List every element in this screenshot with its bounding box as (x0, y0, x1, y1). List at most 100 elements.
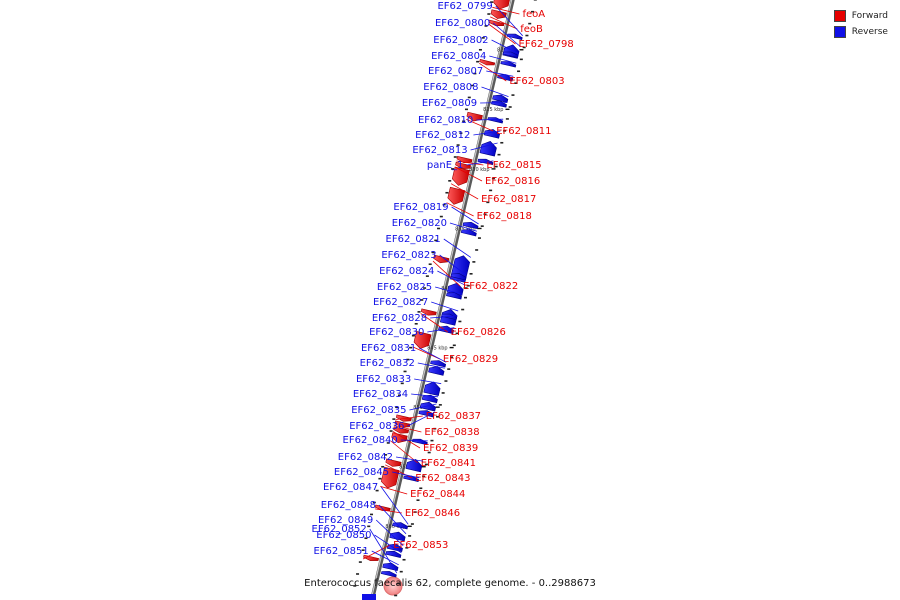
reverse-gene-EF62_0851[interactable] (382, 562, 399, 572)
gene-label[interactable]: EF62_0819 (393, 202, 448, 213)
gene-leader-line (375, 519, 404, 546)
gene-label[interactable]: EF62_0809 (422, 98, 477, 109)
gene-label[interactable]: EF62_0839 (423, 443, 478, 454)
gene-label[interactable]: EF62_0826 (451, 327, 506, 338)
genome-backbone (370, 0, 515, 600)
gene-label[interactable]: EF62_0828 (372, 313, 427, 324)
reverse-gene-EF62_0833[interactable] (423, 381, 441, 396)
gene-label[interactable]: EF62_0821 (386, 234, 441, 245)
gene-label[interactable]: EF62_0838 (424, 427, 479, 438)
forward-gene-EF62_0838[interactable] (394, 420, 411, 428)
gene-label[interactable]: EF62_0830 (369, 327, 424, 338)
gene-label[interactable]: EF62_0803 (509, 76, 564, 87)
gene-label[interactable]: EF62_0810 (418, 115, 473, 126)
gene-label[interactable]: feoA (522, 9, 545, 20)
reverse-gene-EF62_0832[interactable] (428, 366, 445, 376)
reverse-gene-EF62_0836[interactable] (418, 410, 435, 418)
gene-label[interactable]: EF62_0841 (421, 458, 476, 469)
gene-label[interactable]: EF62_0836 (349, 421, 404, 432)
gene-label[interactable]: EF62_0837 (426, 411, 481, 422)
gene-label[interactable]: EF62_0829 (443, 354, 498, 365)
gene-leader-line (427, 327, 455, 333)
gene-label[interactable]: EF62_0800 (435, 18, 490, 29)
gene-label[interactable]: EF62_0799 (437, 1, 492, 12)
reverse-gene-EF62_0842[interactable] (405, 459, 423, 473)
legend-reverse: Reverse (833, 24, 888, 40)
gene-label[interactable]: EF62_0824 (379, 266, 434, 277)
forward-gene-EF62_0818[interactable] (447, 186, 466, 205)
gene-label[interactable]: EF62_0825 (377, 282, 432, 293)
reverse-gene-EF62_0825[interactable] (446, 292, 462, 300)
gene-label[interactable]: EF62_0820 (392, 218, 447, 229)
gene-label[interactable]: EF62_0834 (353, 389, 408, 400)
gene-label[interactable]: EF62_0852 (312, 524, 367, 535)
gene-leader-line (431, 301, 459, 312)
gene-label[interactable]: EF62_0808 (423, 82, 478, 93)
edge-gene (362, 594, 376, 600)
reverse-gene-EF62_0813[interactable] (479, 140, 497, 157)
gene-label[interactable]: EF62_0853 (393, 540, 448, 551)
gene-label[interactable]: EF62_0802 (433, 35, 488, 46)
reverse-gene-EF62_0799[interactable] (506, 33, 523, 41)
reverse-gene-EF62_0804[interactable] (500, 61, 517, 68)
gene-label[interactable]: EF62_0807 (428, 66, 483, 77)
gene-label[interactable]: EF62_0812 (415, 130, 470, 141)
gene-leader-line (411, 393, 439, 398)
forward-gene-EF62_0846[interactable] (374, 504, 391, 511)
reverse-gene-EF62_0848[interactable] (389, 531, 406, 542)
gene-label[interactable]: EF62_0817 (481, 194, 536, 205)
gene-label[interactable]: EF62_0827 (373, 297, 428, 308)
gene-label[interactable]: EF62_0813 (412, 145, 467, 156)
gene-label[interactable]: EF62_0843 (415, 473, 470, 484)
reverse-gene-EF62_0810[interactable] (487, 117, 504, 124)
gene-label[interactable]: EF62_0842 (338, 452, 393, 463)
forward-gene-EF62_0826[interactable] (420, 308, 437, 316)
gene-label[interactable]: EF62_0816 (485, 176, 540, 187)
gene-label[interactable]: EF62_0840 (343, 435, 398, 446)
gene-label[interactable]: EF62_0851 (313, 546, 368, 557)
reverse-gene-EF62_0850[interactable] (385, 550, 402, 558)
forward-gene-EF62_0817[interactable] (451, 166, 470, 186)
gene-leader-line (420, 313, 448, 333)
forward-gene-feoA[interactable] (493, 0, 511, 10)
reverse-gene-EF62_0802[interactable] (502, 51, 519, 58)
gene-label[interactable]: EF62_0833 (356, 374, 411, 385)
reverse-gene-EF62_0845[interactable] (403, 475, 420, 483)
forward-gene-EF62_0829[interactable] (413, 331, 432, 349)
gene-label[interactable]: EF62_0847 (323, 482, 378, 493)
forward-gene-EF62_0816[interactable] (455, 161, 472, 170)
gene-label[interactable]: EF62_0815 (486, 160, 541, 171)
gene-label[interactable]: EF62_0831 (361, 343, 416, 354)
reverse-gene-EF62_0831[interactable] (430, 360, 447, 368)
reverse-gene-EF62_0808[interactable] (492, 94, 509, 103)
gene-label[interactable]: EF62_0798 (519, 39, 574, 50)
forward-gene-EF62_0839[interactable] (393, 426, 410, 434)
forward-gene-feoB[interactable] (490, 9, 507, 19)
gene-label[interactable]: panE_1 (427, 160, 464, 171)
gene-label[interactable]: EF62_0844 (410, 489, 465, 500)
reverse-gene-EF62_0823[interactable] (450, 273, 467, 281)
gene-label[interactable]: EF62_0818 (477, 211, 532, 222)
gene-label[interactable]: feoB (520, 24, 543, 35)
forward-gene-EF62_0815[interactable] (456, 155, 473, 164)
reverse-gene-EF62_0852[interactable] (380, 571, 397, 578)
gene-label[interactable]: EF62_0845 (334, 467, 389, 478)
gene-label[interactable]: EF62_0848 (321, 500, 376, 511)
reverse-gene-EF62_0820[interactable] (460, 229, 477, 237)
reverse-gene-EF62_0819[interactable] (462, 221, 479, 230)
gene-label[interactable]: EF62_0849 (318, 515, 373, 526)
forward-gene-EF62_0798[interactable] (488, 19, 505, 27)
gene-label[interactable]: EF62_0804 (431, 51, 486, 62)
gene-label[interactable]: EF62_0835 (351, 405, 406, 416)
gene-label[interactable]: EF62_0832 (360, 358, 415, 369)
gene-label[interactable]: EF62_0823 (381, 250, 436, 261)
reverse-gene-EF62_0847[interactable] (392, 522, 409, 530)
forward-gene-EF62_0803[interactable] (479, 59, 496, 66)
reverse-gene-EF62_0834[interactable] (421, 394, 438, 404)
gene-label[interactable]: EF62_0846 (405, 508, 460, 519)
gene-label[interactable]: EF62_0822 (463, 281, 518, 292)
gene-label[interactable]: EF62_0850 (316, 530, 371, 541)
forward-gene-EF62_0843[interactable] (385, 458, 402, 467)
gene-label[interactable]: EF62_0811 (496, 126, 551, 137)
forward-gene-EF62_0811[interactable] (466, 111, 483, 122)
